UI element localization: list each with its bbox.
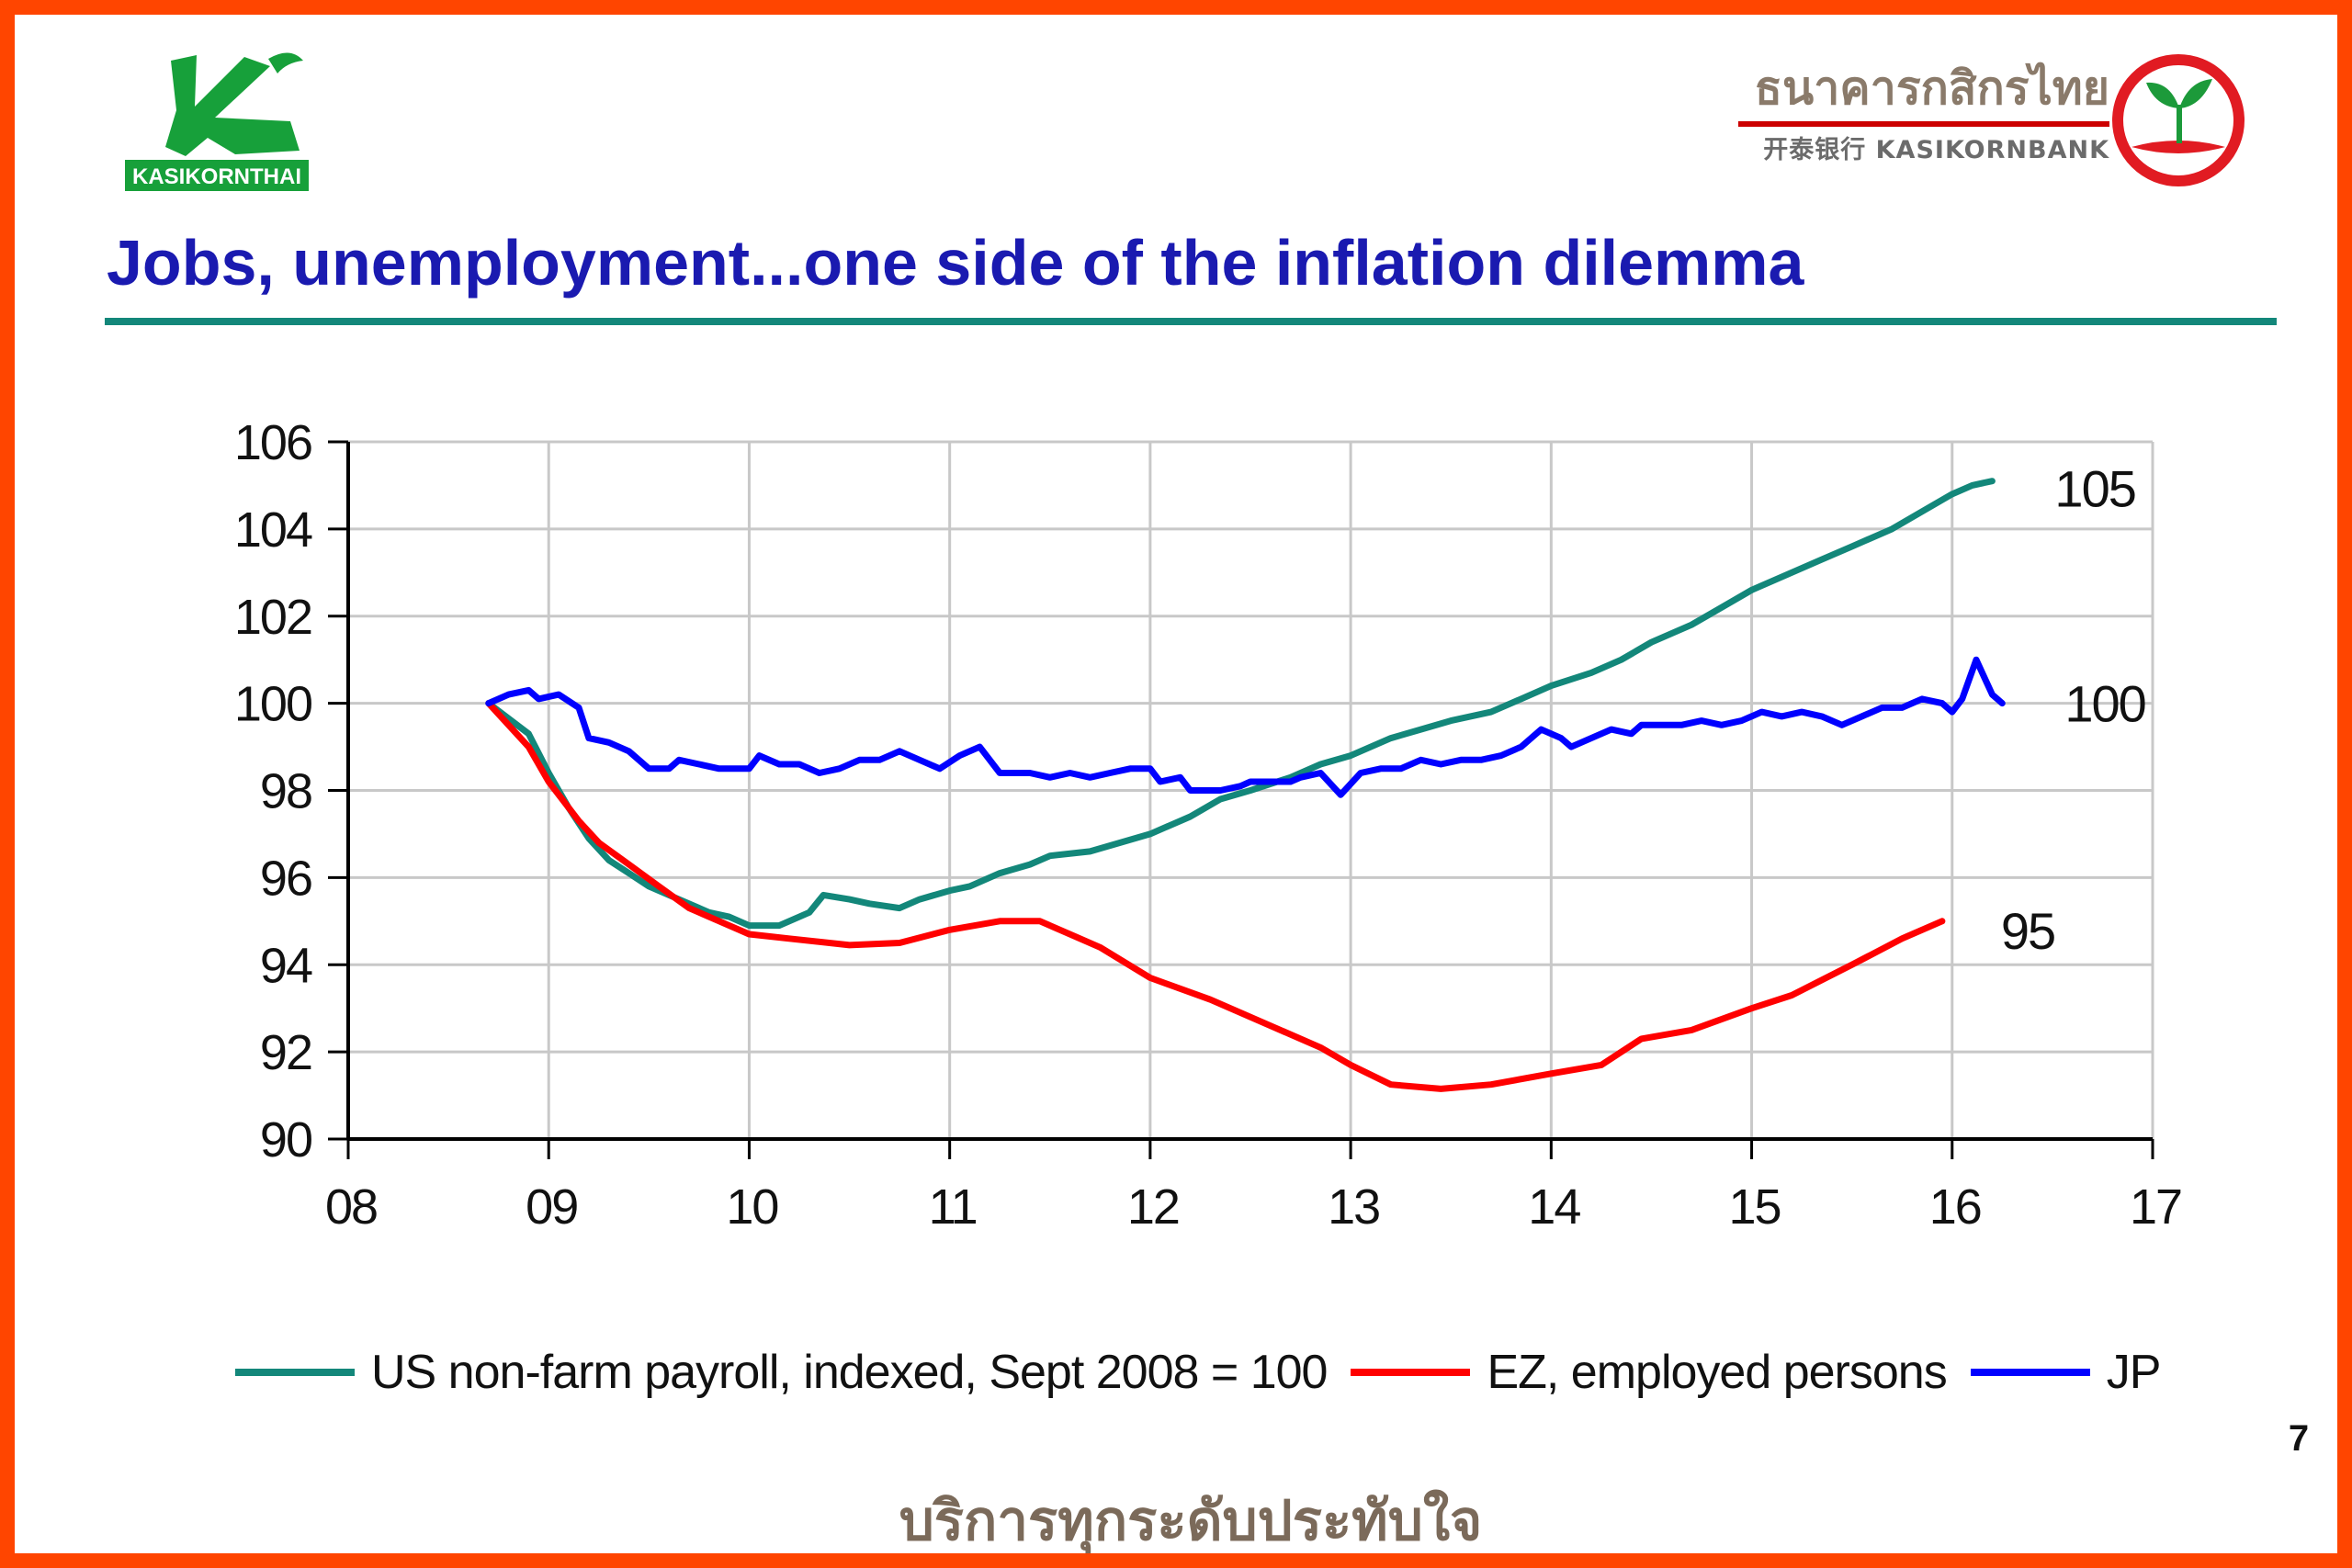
x-tick-label-09: 09 bbox=[526, 1179, 577, 1235]
end-label-ez: 95 bbox=[2001, 902, 2054, 960]
y-tick-label-106: 106 bbox=[234, 415, 311, 470]
chart-axes bbox=[328, 440, 2154, 1159]
x-tick-label-17: 17 bbox=[2130, 1179, 2181, 1235]
y-tick-label-98: 98 bbox=[260, 764, 311, 819]
x-tick-label-15: 15 bbox=[1729, 1179, 1781, 1235]
legend-swatch-ez bbox=[1351, 1369, 1471, 1376]
left-logo-text: KASIKORNTHAI bbox=[132, 164, 301, 189]
end-label-us: 105 bbox=[2054, 460, 2134, 518]
legend-swatch-jp bbox=[1970, 1369, 2090, 1376]
y-tick-label-94: 94 bbox=[260, 938, 312, 993]
kasikornbank-seal-icon bbox=[2112, 54, 2245, 186]
title-rule bbox=[105, 318, 2277, 325]
y-tick-label-96: 96 bbox=[260, 851, 311, 906]
chart-legend: US non-farm payroll, indexed, Sept 2008 … bbox=[235, 1336, 2312, 1409]
employment-line-chart: 90 92 94 96 98 100 102 104 106 08 09 10 11 12 13 14 15 16… bbox=[234, 415, 2183, 1235]
kasikornbank-wordmark: ธนาคารกสิกรไทย 开泰银行 KASIKORNBANK bbox=[1724, 59, 2109, 169]
bank-name-rule bbox=[1738, 121, 2109, 127]
end-label-jp: 100 bbox=[2064, 675, 2144, 733]
footer-slogan: บริการทุกระดับประทับใจ bbox=[899, 1489, 1483, 1553]
legend-item-ez: EZ, employed persons bbox=[1351, 1345, 1948, 1400]
legend-label-jp: JP bbox=[2106, 1346, 2162, 1399]
y-tick-label-102: 102 bbox=[234, 590, 311, 645]
x-tick-label-08: 08 bbox=[325, 1179, 377, 1235]
x-tick-label-12: 12 bbox=[1127, 1179, 1179, 1235]
series-line-jp bbox=[485, 656, 2006, 798]
legend-item-us: US non-farm payroll, indexed, Sept 2008 … bbox=[235, 1345, 1328, 1400]
x-tick-label-16: 16 bbox=[1929, 1179, 1981, 1235]
bank-name-thai: ธนาคารกสิกรไทย bbox=[1754, 61, 2109, 115]
kasikornthai-logo: KASIKORNTHAI bbox=[125, 52, 309, 191]
chart-series bbox=[485, 478, 2006, 1092]
page-number: 7 bbox=[2288, 1418, 2310, 1459]
y-tick-label-104: 104 bbox=[234, 502, 312, 558]
series-line-ez bbox=[485, 700, 1946, 1092]
y-tick-label-90: 90 bbox=[260, 1112, 311, 1168]
slide-title: Jobs, unemployment...one side of the inf… bbox=[107, 227, 1804, 299]
x-tick-label-10: 10 bbox=[726, 1179, 777, 1235]
chart-tick-labels: 90 92 94 96 98 100 102 104 106 08 09 10 11 12 13 14 15 16… bbox=[234, 415, 2183, 1235]
y-tick-label-92: 92 bbox=[260, 1025, 311, 1080]
legend-label-ez: EZ, employed persons bbox=[1487, 1346, 1947, 1399]
legend-item-jp: JP bbox=[1970, 1345, 2162, 1400]
bank-name-sub: 开泰银行 KASIKORNBANK bbox=[1763, 136, 2109, 164]
legend-label-us: US non-farm payroll, indexed, Sept 2008 … bbox=[371, 1346, 1328, 1399]
x-tick-label-14: 14 bbox=[1528, 1179, 1580, 1235]
x-tick-label-11: 11 bbox=[929, 1179, 977, 1235]
x-tick-label-13: 13 bbox=[1328, 1179, 1379, 1235]
legend-swatch-us bbox=[235, 1369, 355, 1376]
y-tick-label-100: 100 bbox=[234, 677, 311, 732]
